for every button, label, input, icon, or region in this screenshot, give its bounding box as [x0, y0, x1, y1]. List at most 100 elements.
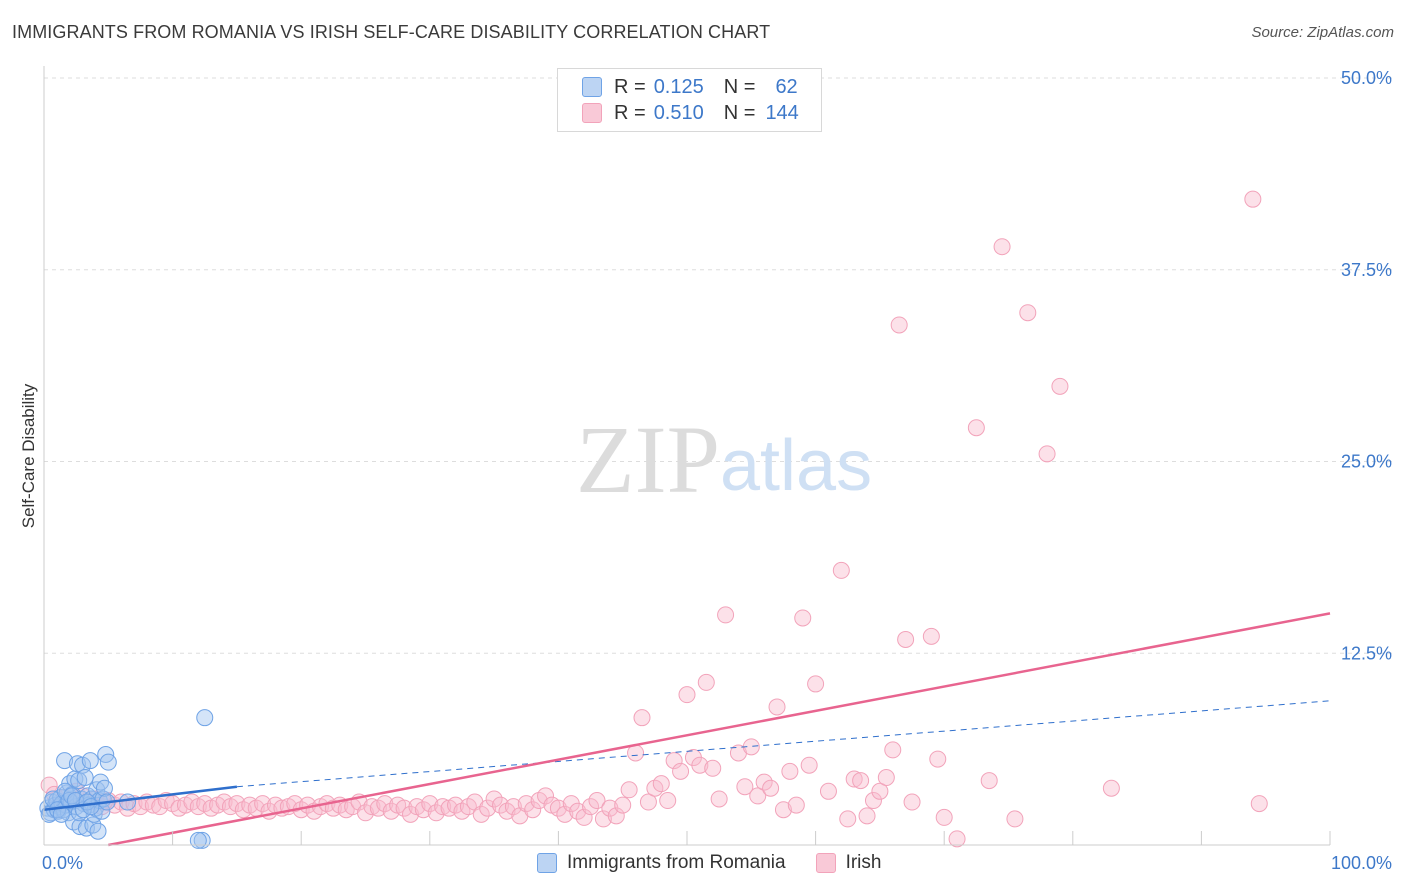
romania-point: [95, 779, 113, 797]
r-label: R =: [614, 101, 646, 124]
irish-point: [1038, 445, 1056, 463]
irish-point: [884, 741, 902, 759]
irish-point: [967, 419, 985, 437]
trendlines: [43, 612, 1331, 847]
tick-labels: 12.5% 25.0% 37.5% 50.0% 0.0% 100.0%: [42, 68, 1392, 873]
irish-point: [755, 773, 773, 791]
watermark-zip: ZIP: [576, 406, 720, 513]
legend-label-romania: Immigrants from Romania: [567, 852, 786, 873]
irish-point: [492, 796, 510, 814]
irish-legend-swatch: [815, 853, 836, 873]
romania-point: [82, 798, 100, 816]
irish-point: [697, 673, 715, 691]
y-tick-label: 37.5%: [1341, 260, 1392, 280]
irish-point: [948, 830, 966, 848]
irish-point: [639, 793, 657, 811]
y-tick-label: 25.0%: [1341, 452, 1392, 472]
romania-point: [56, 752, 74, 770]
romania-trendline: [43, 785, 238, 811]
romania-point: [119, 793, 137, 811]
irish-point: [774, 801, 792, 819]
romania-trend-extension: [236, 700, 1331, 788]
irish-point: [704, 759, 722, 777]
romania-point: [81, 752, 99, 770]
legend-item-irish: Irish: [815, 852, 882, 874]
romania-point: [89, 822, 107, 840]
irish-point: [479, 799, 497, 817]
legend-label-irish: Irish: [845, 852, 882, 873]
irish-point: [1102, 779, 1120, 797]
irish-point: [929, 750, 947, 768]
irish-point: [736, 778, 754, 796]
irish-point: [993, 238, 1011, 256]
n-value-irish: 144: [765, 101, 799, 124]
irish-point: [768, 698, 786, 716]
irish-point: [588, 792, 606, 810]
y-axis-label: Self-Care Disability: [19, 383, 38, 528]
romania-legend-swatch: [537, 853, 557, 873]
irish-point: [980, 772, 998, 790]
irish-point: [556, 805, 574, 823]
irish-point: [151, 798, 169, 816]
irish-point: [871, 782, 889, 800]
romania-point: [76, 769, 94, 787]
n-label: N =: [723, 101, 756, 124]
irish-point: [678, 686, 696, 704]
romania-point: [60, 792, 78, 810]
irish-point: [781, 762, 799, 780]
irish-point: [1244, 190, 1262, 208]
irish-point: [228, 795, 246, 813]
irish-point: [575, 808, 593, 826]
irish-point: [903, 793, 921, 811]
x-tick-label: 0.0%: [42, 853, 83, 873]
romania-point: [193, 831, 211, 849]
irish-point: [607, 807, 625, 825]
irish-trendline: [108, 612, 1331, 847]
irish-point: [691, 756, 709, 774]
irish-point: [672, 762, 690, 780]
irish-point: [1006, 810, 1024, 828]
irish-point: [472, 805, 490, 823]
y-tick-label: 50.0%: [1341, 68, 1392, 88]
irish-point: [549, 799, 567, 817]
irish-point: [1250, 795, 1268, 813]
n-label: N =: [723, 75, 756, 98]
r-value-irish: 0.510: [653, 101, 704, 124]
irish-point: [414, 801, 432, 819]
legend-row-romania: R = 0.125 N = 62: [582, 75, 798, 99]
y-tick-label: 12.5%: [1341, 643, 1392, 663]
irish-point: [922, 627, 940, 645]
legend-item-romania: Immigrants from Romania: [537, 852, 786, 874]
irish-point: [935, 808, 953, 826]
irish-point: [787, 796, 805, 814]
irish-point: [890, 316, 908, 334]
irish-point: [614, 796, 632, 814]
irish-point: [652, 775, 670, 793]
irish-point: [710, 790, 728, 808]
irish-point: [807, 675, 825, 693]
irish-points: [40, 190, 1268, 848]
romania-point: [71, 818, 89, 836]
legend-row-irish: R = 0.510 N = 144: [582, 101, 799, 125]
irish-point: [594, 810, 612, 828]
r-label: R =: [614, 75, 646, 98]
irish-point: [659, 792, 677, 810]
irish-point: [819, 782, 837, 800]
watermark-atlas: atlas: [720, 426, 872, 506]
r-value-romania: 0.125: [653, 75, 704, 98]
irish-point: [620, 781, 638, 799]
irish-point: [852, 772, 870, 790]
irish-point: [357, 804, 374, 822]
irish-point: [749, 787, 767, 805]
series-legend: Immigrants from Romania Irish: [537, 852, 911, 874]
irish-point: [897, 630, 915, 648]
romania-points: [39, 709, 214, 849]
irish-point: [800, 756, 818, 774]
irish-point: [421, 795, 439, 813]
romania-point: [196, 709, 214, 727]
irish-point: [832, 561, 850, 579]
irish-point: [1051, 377, 1069, 395]
irish-point: [395, 799, 413, 817]
irish-point: [286, 795, 304, 813]
